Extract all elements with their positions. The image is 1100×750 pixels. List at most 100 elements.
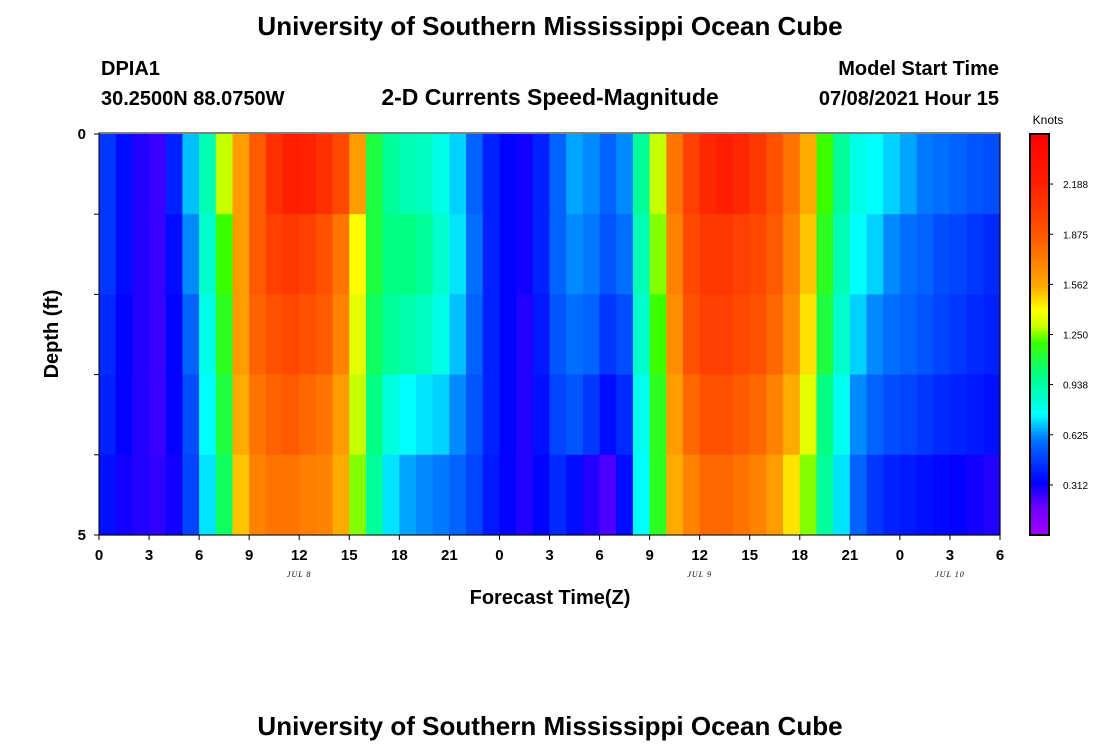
heatmap-cell [399, 294, 417, 376]
colorbar-swatch [1030, 471, 1049, 476]
colorbar-swatch [1030, 361, 1049, 366]
heatmap-cell [799, 454, 818, 536]
colorbar-swatch [1030, 391, 1049, 396]
heatmap-cell [532, 134, 551, 215]
colorbar-swatch [1030, 521, 1049, 526]
heatmap-cell [249, 454, 267, 536]
heatmap-cell [532, 454, 551, 536]
colorbar-swatch [1030, 214, 1049, 219]
heatmap-cell [866, 454, 884, 536]
heatmap-cell [582, 214, 601, 295]
colorbar-swatch [1030, 431, 1049, 436]
heatmap-cell [733, 294, 751, 376]
heatmap-cell [616, 134, 634, 215]
x-tick-label: 18 [391, 547, 408, 564]
heatmap-cell [549, 134, 567, 215]
heatmap-cell [599, 134, 617, 215]
colorbar-swatch [1030, 374, 1049, 379]
colorbar-swatch [1030, 234, 1049, 239]
heatmap-cell [432, 134, 450, 215]
heatmap-cell [716, 214, 734, 295]
heatmap-cell [799, 214, 818, 295]
page-title: University of Southern Mississippi Ocean… [257, 11, 842, 41]
colorbar-tick-label: 1.875 [1063, 230, 1088, 241]
heatmap-cell [766, 374, 784, 456]
heatmap-cell [382, 454, 400, 536]
colorbar-swatch [1030, 337, 1049, 342]
heatmap-cell [249, 374, 267, 456]
heatmap-cell [933, 374, 951, 456]
heatmap-cell [766, 454, 784, 536]
heatmap-cell [115, 214, 133, 295]
colorbar-swatch [1030, 297, 1049, 302]
heatmap-cell [966, 454, 984, 536]
heatmap-cell [983, 214, 1001, 295]
heatmap-cell [315, 134, 334, 215]
x-tick-label: 12 [291, 547, 308, 564]
colorbar-swatch [1030, 441, 1049, 446]
heatmap-cell [599, 294, 617, 376]
heatmap-cell [299, 454, 317, 536]
x-tick-label: 6 [195, 547, 203, 564]
heatmap-cell [182, 214, 200, 295]
heatmap-cell [449, 454, 467, 536]
x-tick-label: 15 [741, 547, 758, 564]
heatmap-cell [616, 214, 634, 295]
heatmap-cell [399, 454, 417, 536]
colorbar-swatch [1030, 167, 1049, 172]
heatmap-cell [466, 454, 484, 536]
heatmap-cell [549, 374, 567, 456]
heatmap-cell [616, 374, 634, 456]
heatmap-cell [499, 134, 517, 215]
heatmap-cell [966, 214, 984, 295]
heatmap-cell [282, 294, 300, 376]
heatmap-cell [966, 294, 984, 376]
colorbar-swatch [1030, 461, 1049, 466]
heatmap-cell [699, 214, 717, 295]
heatmap-cell [432, 294, 450, 376]
colorbar-swatch [1030, 164, 1049, 169]
heatmap-cell [466, 134, 484, 215]
date-label: JUL 9 [687, 570, 712, 579]
heatmap-cell [616, 454, 634, 536]
heatmap-cell [149, 134, 167, 215]
colorbar-swatch [1030, 140, 1049, 145]
heatmap-cell [849, 294, 868, 376]
heatmap-cell [499, 374, 517, 456]
colorbar-swatch [1030, 408, 1049, 412]
heatmap-cell [883, 294, 901, 376]
colorbar-swatch [1030, 291, 1049, 295]
colorbar-swatch [1030, 197, 1049, 202]
x-tick-label: 3 [145, 547, 153, 564]
heatmap-cell [799, 374, 818, 456]
x-tick-label: 3 [946, 547, 954, 564]
heatmap-cell [399, 134, 417, 215]
colorbar-swatch [1030, 184, 1049, 189]
heatmap-cell [582, 294, 601, 376]
heatmap-cell [199, 134, 217, 215]
heatmap-cell [983, 454, 1001, 536]
heatmap-cell [766, 134, 784, 215]
colorbar-swatch [1030, 150, 1049, 155]
colorbar-swatch [1030, 428, 1049, 433]
heatmap-cell [666, 294, 684, 376]
colorbar-swatch [1030, 451, 1049, 456]
heatmap-cell [749, 374, 768, 456]
heatmap-cell [783, 374, 801, 456]
heatmap-cell [666, 454, 684, 536]
colorbar-swatch [1030, 464, 1049, 469]
heatmap-cell [449, 374, 467, 456]
heatmap-cell [549, 214, 567, 295]
colorbar-tick-label: 0.938 [1063, 381, 1088, 392]
x-tick-label: 9 [245, 547, 253, 564]
colorbar-swatch [1030, 314, 1049, 319]
heatmap-cell [416, 374, 434, 456]
x-tick-label: 9 [645, 547, 653, 564]
heatmap-cell [516, 134, 534, 215]
station-coordinates: 30.2500N 88.0750W [101, 88, 285, 110]
heatmap-cell [99, 214, 117, 295]
heatmap-cell [516, 454, 534, 536]
heatmap-cell [132, 134, 150, 215]
heatmap-cell [699, 294, 717, 376]
colorbar-swatch [1030, 454, 1049, 459]
